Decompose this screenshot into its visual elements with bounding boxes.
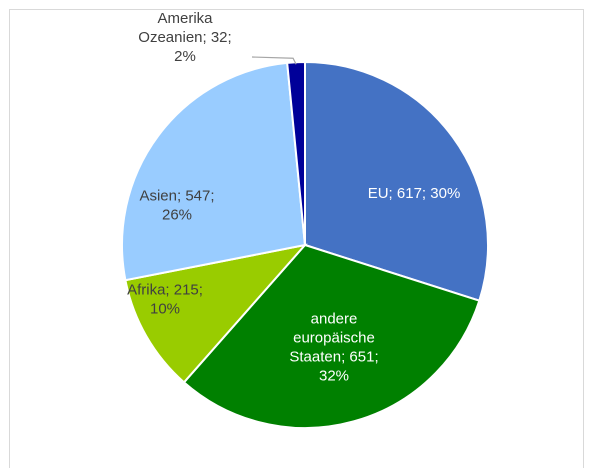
pie-slice-eu (304, 60, 489, 302)
data-label-line: andere (311, 311, 358, 328)
data-label-line: Asien; 547; (139, 188, 214, 205)
data-label-2: Afrika; 215; 10% (127, 282, 203, 318)
data-label-line: europäische (293, 330, 375, 347)
data-label-4: Amerika Ozeanien; 32; 2% (138, 10, 231, 65)
data-label-0: EU; 617; 30% (368, 185, 461, 202)
data-label-3: Asien; 547; 26% (139, 188, 214, 224)
data-label-line: Ozeanien; 32; (138, 29, 231, 46)
pie-slice-afrika (124, 243, 308, 384)
data-label-line: 10% (150, 301, 180, 318)
data-label-1: andere europäische Staaten; 651; 32% (289, 311, 378, 385)
data-label-line: 26% (162, 207, 192, 224)
data-label-line: Afrika; 215; (127, 282, 203, 299)
pie-slice-asien (121, 61, 307, 282)
data-label-line: 2% (174, 48, 196, 65)
data-label-line: EU; 617; 30% (368, 185, 461, 202)
leader-line (251, 56, 297, 65)
pie-slice-amerika-ozeanien (286, 60, 306, 246)
data-label-line: 32% (319, 368, 349, 385)
data-label-line: Staaten; 651; (289, 349, 378, 366)
pie-slice-andere-europäische-staaten (182, 243, 481, 429)
data-label-line: Amerika (157, 10, 213, 27)
